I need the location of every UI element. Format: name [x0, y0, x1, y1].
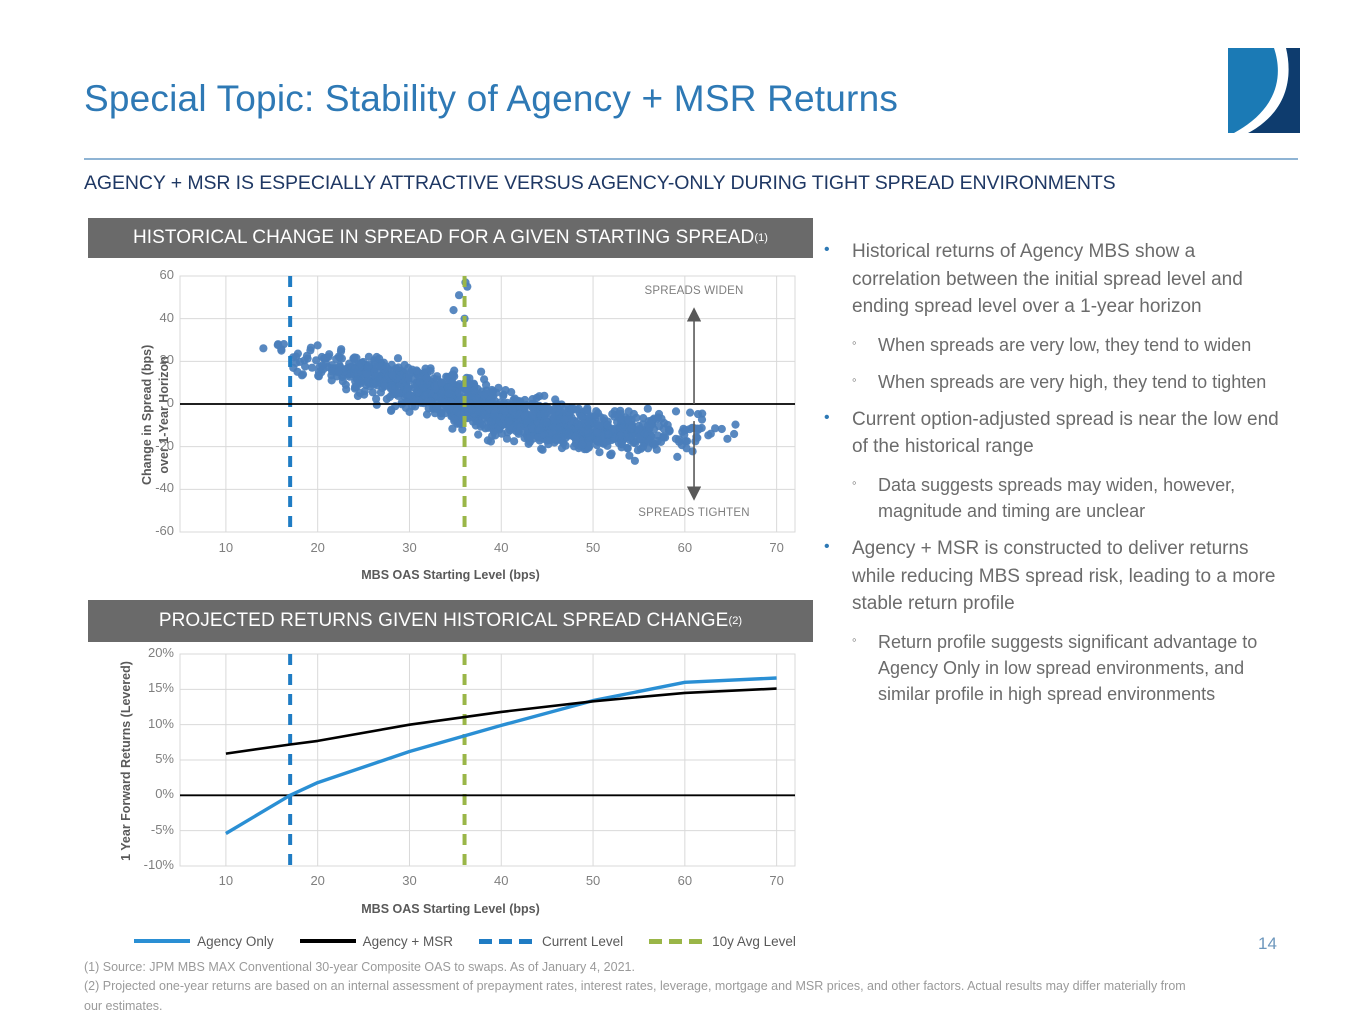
scatter-x-tick: 20 — [310, 540, 325, 555]
legend-item: Agency + MSR — [299, 933, 454, 949]
bullet-marker-icon: ◦ — [852, 334, 857, 350]
scatter-y-tick: 20 — [159, 352, 174, 368]
line-x-tick: 40 — [494, 873, 509, 888]
bullet-marker-icon: • — [824, 241, 830, 258]
bullet-level2: ◦ When spreads are very high, they tend t… — [852, 369, 1286, 395]
bullet-list: • Historical returns of Agency MBS show a… — [824, 238, 1286, 718]
bullet-text: When spreads are very low, they tend to … — [878, 334, 1252, 355]
bullet-level2: ◦ When spreads are very low, they tend to… — [852, 332, 1286, 358]
scatter-y-tick: 40 — [159, 309, 174, 325]
scatter-x-tick: 70 — [769, 540, 784, 555]
legend-swatch-icon — [299, 939, 356, 943]
scatter-x-tick: 60 — [677, 540, 693, 555]
line-y-tick: 5% — [155, 751, 174, 766]
scatter-plot-area — [179, 275, 796, 533]
scatter-y-tick: -20 — [155, 437, 174, 453]
line-x-tick: 70 — [769, 873, 784, 888]
bullet-level1: • Current option-adjusted spread is near … — [824, 406, 1286, 461]
line-y-tick: -10% — [143, 857, 174, 872]
bullet-level1: • Historical returns of Agency MBS show a… — [824, 238, 1286, 321]
line-y-tick: -5% — [150, 821, 174, 837]
scatter-x-tick: 30 — [402, 540, 417, 555]
scatter-y-tick: 60 — [159, 267, 174, 282]
scatter-y-tick: -40 — [155, 480, 174, 496]
chart2-footnote-marker: (2) — [728, 615, 743, 627]
title-divider — [84, 158, 1298, 160]
bullet-level1: • Agency + MSR is constructed to deliver … — [824, 535, 1286, 618]
footnote: (2) Projected one-year returns are based… — [84, 979, 1186, 1013]
line-chart-legend: Agency Only Agency + MSR Current Level 10y … — [120, 928, 810, 954]
footnotes: (1) Source: JPM MBS MAX Conventional 30-… — [84, 958, 1204, 1016]
legend-item: 10y Avg Level — [649, 934, 796, 949]
scatter-chart: Change in Spread (bps) over 1-Year Horizo… — [88, 262, 813, 592]
scatter-y-tick: -60 — [155, 523, 174, 538]
line-y-tick: 15% — [147, 680, 174, 696]
chart1-footnote-marker: (1) — [754, 232, 769, 244]
slide-subtitle: AGENCY + MSR IS ESPECIALLY ATTRACTIVE VE… — [84, 172, 1116, 194]
chart2-header-label: PROJECTED RETURNS GIVEN HISTORICAL SPREA… — [158, 610, 729, 631]
line-plot-area — [179, 653, 796, 867]
page-number: 14 — [1258, 934, 1277, 953]
bullet-text: Current option-adjusted spread is near t… — [852, 408, 1279, 458]
scatter-x-tick: 40 — [494, 540, 509, 555]
scatter-annotation: SPREADS TIGHTEN — [638, 506, 750, 519]
bullet-level2: ◦ Return profile suggests significant adv… — [852, 629, 1286, 707]
legend-swatch-icon — [134, 939, 191, 943]
chart1-header-label: HISTORICAL CHANGE IN SPREAD FOR A GIVEN … — [132, 227, 755, 248]
scatter-annotation: SPREADS WIDEN — [644, 285, 744, 298]
line-x-tick: 50 — [585, 873, 601, 888]
legend-label: Current Level — [542, 933, 624, 949]
bullet-text: Data suggests spreads may widen, however… — [878, 474, 1236, 522]
legend-swatch-icon — [479, 938, 536, 944]
line-x-axis-label: MBS OAS Starting Level (bps) — [361, 902, 540, 916]
line-x-tick: 30 — [402, 873, 417, 888]
line-chart: 1 Year Forward Returns (Levered) MBS OAS… — [88, 644, 813, 924]
line-x-tick: 20 — [310, 873, 325, 888]
scatter-y-tick: 0 — [166, 395, 174, 410]
bullet-level2: ◦ Data suggests spreads may widen, howeve… — [852, 472, 1286, 524]
bullet-marker-icon: ◦ — [852, 631, 857, 647]
chart1-header: HISTORICAL CHANGE IN SPREAD FOR A GIVEN … — [88, 218, 813, 258]
scatter-x-tick: 50 — [585, 540, 601, 555]
chart2-header: PROJECTED RETURNS GIVEN HISTORICAL SPREA… — [88, 600, 813, 642]
bullet-text: Historical returns of Agency MBS show a … — [852, 241, 1243, 318]
scatter-x-axis-label: MBS OAS Starting Level (bps) — [361, 568, 540, 582]
line-x-tick: 10 — [218, 873, 234, 888]
footnote: (1) Source: JPM MBS MAX Conventional 30-… — [84, 960, 635, 974]
legend-label: 10y Avg Level — [712, 933, 796, 949]
legend-item: Current Level — [479, 934, 623, 949]
bullet-text: Return profile suggests significant adva… — [878, 631, 1258, 704]
line-x-tick: 60 — [677, 873, 693, 888]
page-title: Special Topic: Stability of Agency + MSR… — [84, 78, 899, 119]
bullet-marker-icon: • — [824, 538, 830, 556]
line-y-tick: 0% — [155, 786, 174, 802]
bullet-marker-icon: ◦ — [852, 474, 857, 490]
bullet-marker-icon: ◦ — [852, 371, 857, 387]
bullet-text: Agency + MSR is constructed to deliver r… — [852, 538, 1276, 615]
bullet-text: When spreads are very high, they tend to… — [878, 371, 1267, 392]
bullet-marker-icon: • — [824, 408, 830, 426]
legend-label: Agency + MSR — [362, 933, 454, 949]
legend-item: Agency Only — [134, 934, 274, 949]
line-y-tick: 20% — [147, 645, 174, 660]
legend-swatch-icon — [649, 938, 706, 944]
scatter-x-tick: 10 — [218, 540, 234, 555]
line-y-tick: 10% — [147, 715, 174, 731]
company-logo-icon — [1228, 48, 1300, 133]
legend-label: Agency Only — [197, 933, 274, 949]
